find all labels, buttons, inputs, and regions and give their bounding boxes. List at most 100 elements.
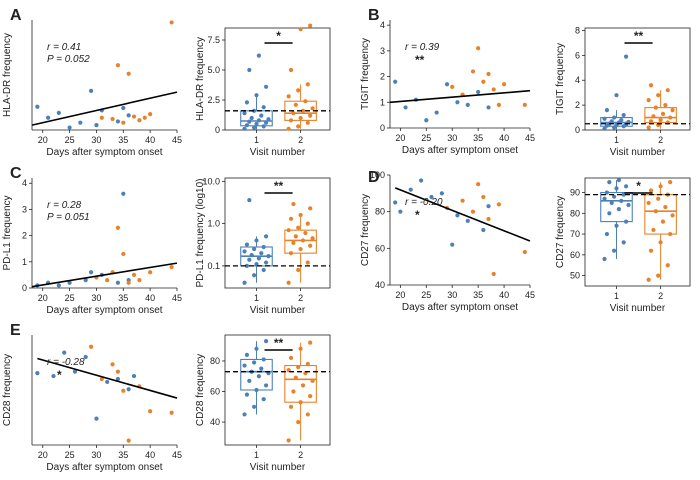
visit1-point [259, 251, 264, 256]
y-tick-label: 1 [22, 257, 27, 267]
x-tick-label: 20 [395, 133, 405, 143]
visit1-point [256, 118, 261, 123]
visit1-point [56, 283, 61, 288]
visit1-point [252, 404, 257, 409]
x-tick-label: 1 [614, 291, 619, 301]
visit1-point [105, 379, 110, 385]
visit1-point [486, 204, 491, 209]
visit1-point [609, 200, 614, 206]
visit1-point [259, 113, 264, 118]
significance-stars: * [57, 368, 62, 382]
x-axis-title: Visit number [610, 147, 666, 158]
visit1-point [252, 360, 257, 365]
correlation-label: r = -0.28 [47, 357, 85, 368]
visit2-point [470, 69, 476, 74]
y-tick-label: 50 [570, 271, 580, 281]
y-tick-label: 6 [575, 50, 580, 60]
visit1-point [242, 412, 247, 417]
visit2-point [169, 410, 174, 415]
visit2-point [460, 198, 465, 203]
visit2-point [142, 115, 147, 120]
y-tick-label: 1.0 [207, 219, 220, 229]
visit1-point [252, 273, 257, 278]
visit1-point [56, 110, 61, 115]
x-tick-label: 45 [172, 135, 182, 145]
visit1-point [83, 278, 88, 283]
visit1-point [252, 125, 257, 130]
visit1-point [256, 374, 261, 379]
visit1-point [393, 79, 398, 84]
visit1-point [604, 190, 610, 195]
visit2-point [293, 375, 298, 380]
visit1-point [623, 54, 629, 59]
visit2-point [291, 111, 296, 116]
x-tick-label: 1 [254, 450, 259, 460]
visit1-point [254, 238, 259, 243]
visit2-point [522, 249, 527, 255]
x-tick-label: 30 [447, 133, 457, 143]
visit2-point [668, 115, 673, 120]
y-tick-label: 40 [210, 417, 220, 427]
visit1-point [403, 105, 408, 110]
p-value-label: P = 0.051 [47, 212, 90, 223]
visit2-point [288, 216, 294, 221]
visit1-point [35, 371, 40, 376]
visit2-point [148, 409, 153, 414]
visit2-point [648, 188, 654, 193]
visit1-point [602, 196, 607, 201]
visit1-point [621, 240, 626, 245]
visit2-point [660, 219, 666, 224]
panel-label-e: E [10, 322, 21, 339]
y-tick-label: 0 [215, 125, 220, 135]
visit2-point [491, 271, 496, 277]
visit1-point [607, 211, 612, 216]
y-tick-label: 60 [210, 387, 220, 397]
significance-stars: ** [415, 53, 425, 67]
y-tick-label: 60 [375, 243, 385, 253]
visit2-point [105, 278, 110, 283]
visit2-point [665, 263, 670, 268]
x-tick-label: 20 [395, 290, 405, 300]
visit1-point [46, 115, 51, 120]
visit1-point [450, 242, 455, 247]
visit2-point [286, 94, 291, 99]
visit2-point [99, 376, 104, 382]
y-tick-label: 80 [570, 208, 580, 218]
visit2-point [522, 102, 527, 107]
visit1-point [263, 339, 269, 344]
visit2-point [646, 125, 651, 130]
visit2-point [288, 251, 294, 256]
x-tick-label: 45 [172, 293, 182, 303]
visit1-point [244, 242, 250, 247]
significance-stars: * [276, 29, 281, 43]
x-tick-label: 45 [172, 450, 182, 460]
x-axis-title: Days after symptom onset [402, 145, 518, 156]
y-tick-label: 100 [370, 170, 385, 180]
visit2-point [665, 88, 670, 93]
visit1-point [263, 234, 269, 239]
plot-frame [224, 27, 331, 131]
visit2-point [481, 194, 486, 200]
visit2-point [298, 212, 303, 218]
visit2-point [308, 113, 313, 118]
visit2-point [99, 115, 104, 120]
x-axis-title: Visit number [610, 303, 666, 314]
x-tick-label: 25 [421, 290, 431, 300]
x-tick-label: 35 [118, 293, 128, 303]
visit1-point [434, 110, 439, 115]
visit2-point [308, 243, 313, 248]
visit1-point [126, 387, 131, 392]
visit1-point [623, 219, 629, 224]
x-tick-label: 35 [118, 135, 128, 145]
plot-frame [584, 27, 691, 131]
y-axis-title: PD-L1 frequency [2, 195, 13, 270]
correlation-label: r = 0.41 [47, 42, 81, 53]
x-axis-title: Days after symptom onset [402, 302, 518, 313]
x-tick-label: 25 [65, 450, 75, 460]
y-tick-label: 70 [570, 229, 580, 239]
visit1-point [88, 88, 94, 93]
y-tick-label: 3 [380, 46, 385, 56]
x-tick-label: 35 [473, 133, 483, 143]
visit-2-box [284, 229, 317, 254]
y-tick-label: 0 [575, 125, 580, 135]
